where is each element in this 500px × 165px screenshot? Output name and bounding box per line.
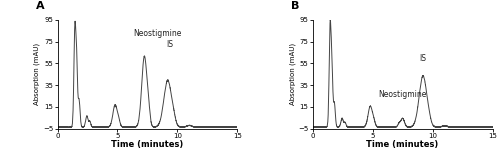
- Text: A: A: [36, 1, 44, 11]
- Y-axis label: Absorption (mAU): Absorption (mAU): [34, 43, 40, 105]
- X-axis label: Time (minutes): Time (minutes): [366, 140, 438, 149]
- Text: IS: IS: [166, 40, 173, 49]
- X-axis label: Time (minutes): Time (minutes): [112, 140, 184, 149]
- Y-axis label: Absorption (mAU): Absorption (mAU): [289, 43, 296, 105]
- Text: B: B: [291, 1, 300, 11]
- Text: Neostigmine: Neostigmine: [378, 90, 427, 99]
- Text: Neostigmine: Neostigmine: [133, 29, 182, 38]
- Text: IS: IS: [419, 54, 426, 63]
